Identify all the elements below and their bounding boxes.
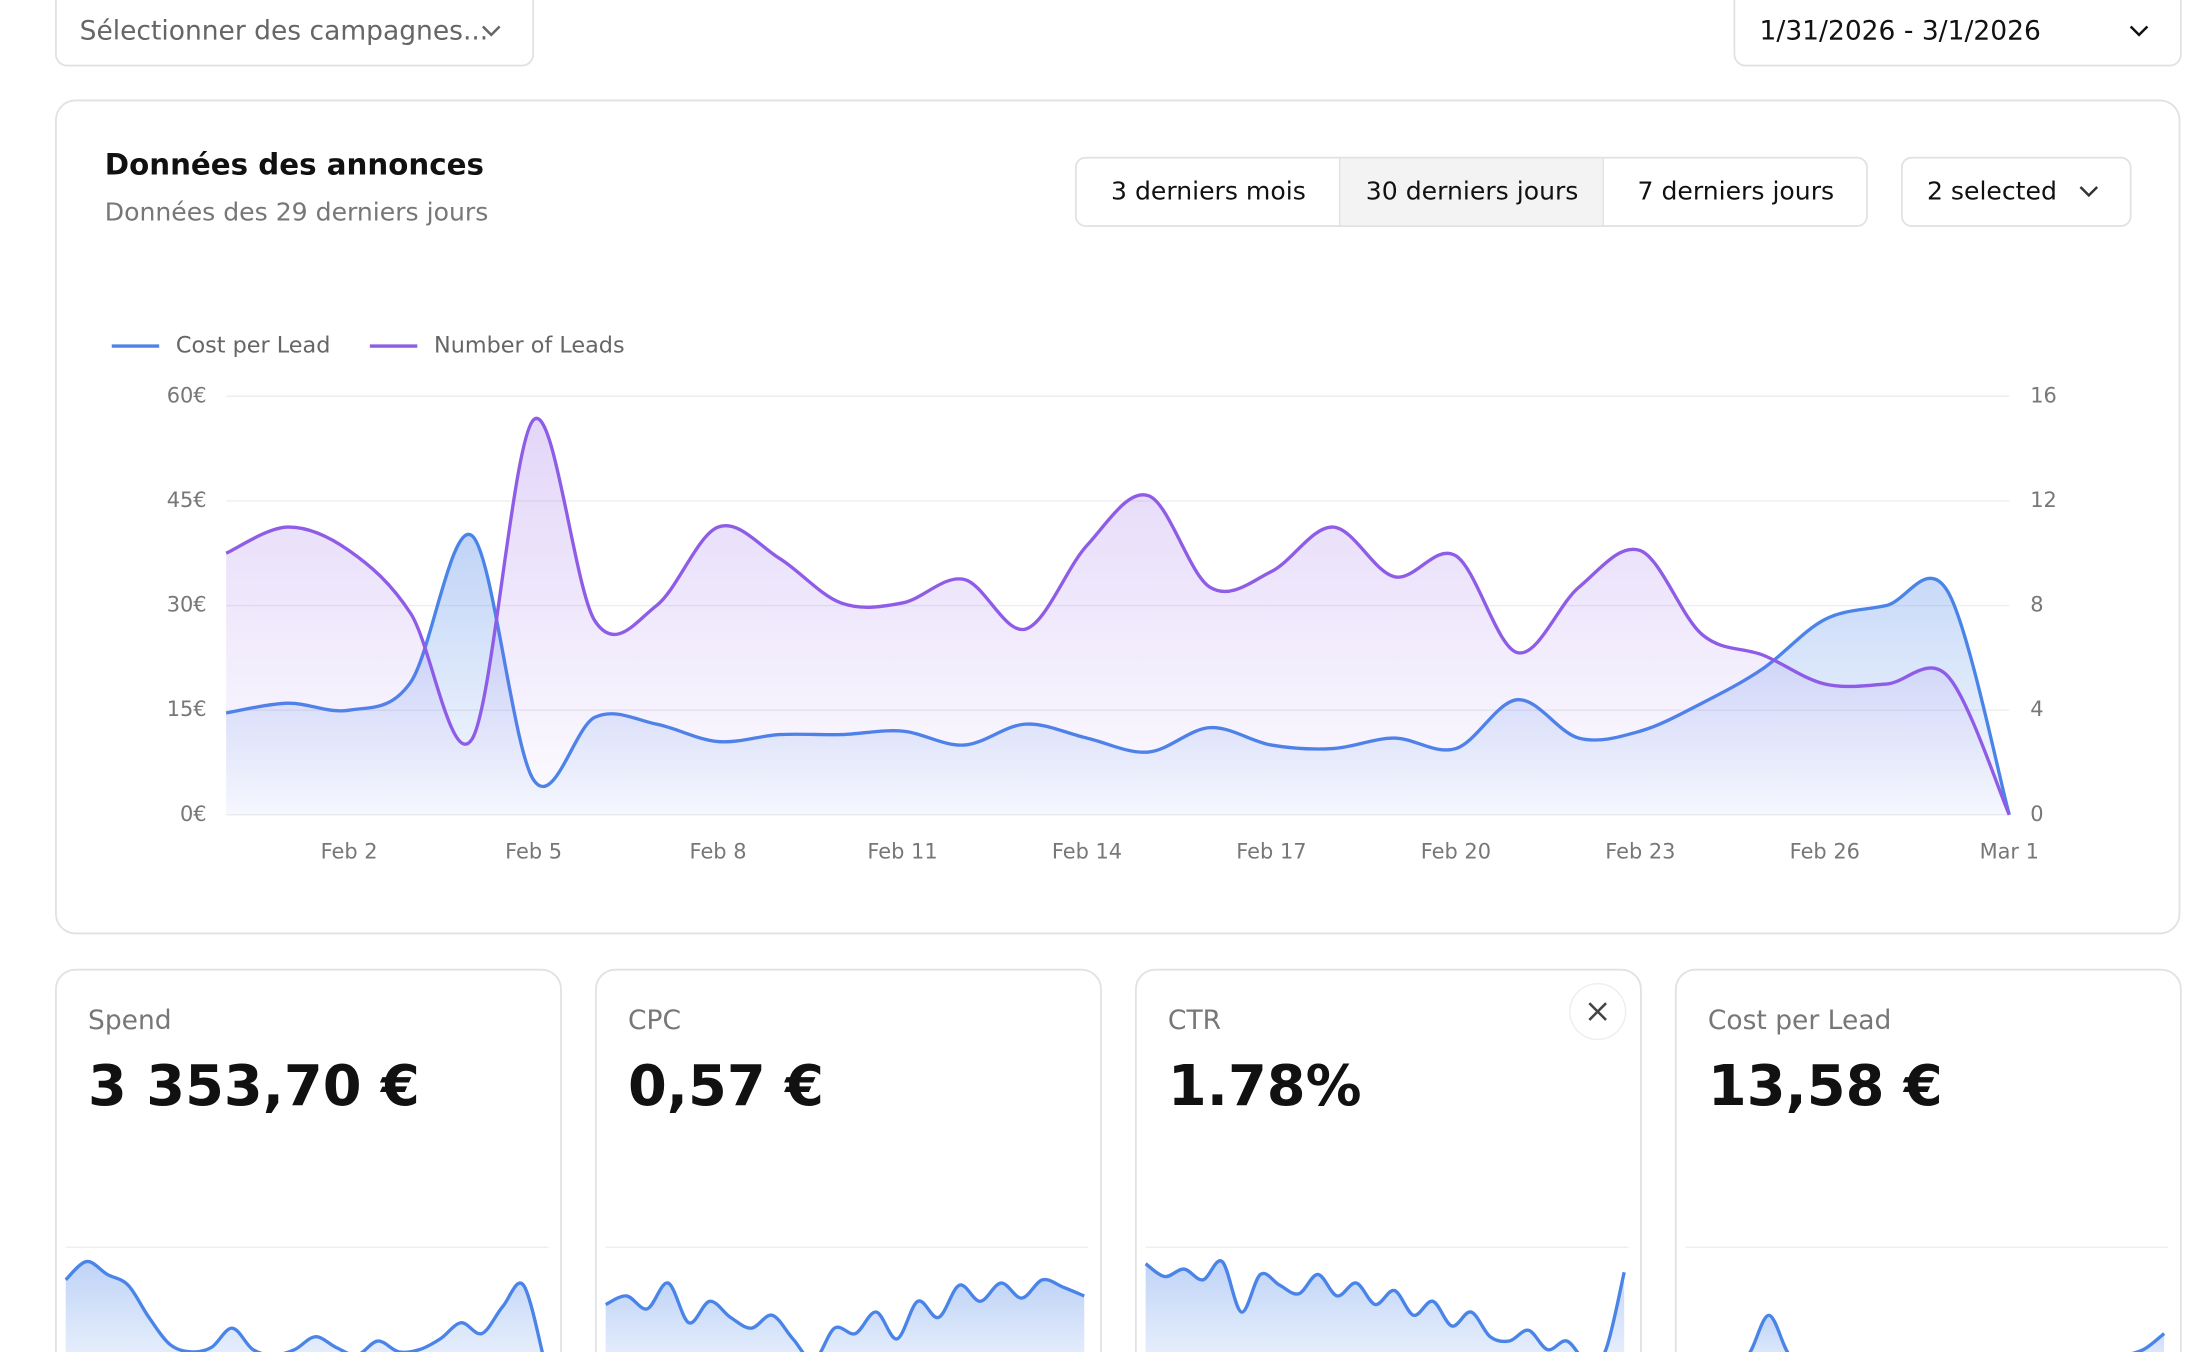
chevron[interactable] <box>2079 186 2099 198</box>
select-text[interactable]: 2 selected <box>1927 177 2057 206</box>
y2-tick-label: 8 <box>2030 593 2043 617</box>
kpi-value: 3 353,70 € <box>88 1054 420 1119</box>
range-button[interactable]: 7 derniers jours <box>1638 177 1835 206</box>
y-tick-label: 30€ <box>167 593 207 617</box>
y2-tick-label: 16 <box>2030 383 2057 407</box>
y-tick-label: 60€ <box>167 383 207 407</box>
kpi-card <box>55 968 562 1352</box>
y-tick-label: 45€ <box>167 488 207 512</box>
range-button[interactable]: 3 derniers mois <box>1111 177 1306 206</box>
kpi-label: Cost per Lead <box>1708 1005 1891 1036</box>
y2-tick-label: 0 <box>2030 802 2043 826</box>
panel-title: Données des annonces <box>105 148 484 182</box>
kpi-value: 1.78% <box>1168 1054 1362 1119</box>
x-tick-label: Feb 8 <box>690 839 747 863</box>
kpi-label: CTR <box>1168 1005 1221 1036</box>
sparkline-area <box>605 1279 1085 1352</box>
dropdown-box[interactable] <box>55 0 535 67</box>
sparkline <box>604 1277 1085 1352</box>
y2-tick-label: 12 <box>2030 488 2057 512</box>
legend-label: Number of Leads <box>434 333 625 359</box>
y-tick-label: 15€ <box>167 697 207 721</box>
line <box>225 416 2011 816</box>
x-tick-label: Mar 1 <box>1980 839 2039 863</box>
kpi-value: 0,57 € <box>628 1054 824 1119</box>
x-tick-label: Feb 5 <box>505 839 562 863</box>
kpi-label: Spend <box>88 1005 172 1036</box>
sparkline-area <box>65 1261 543 1352</box>
close-icon[interactable] <box>1588 1002 1607 1021</box>
kpi-label: CPC <box>628 1005 681 1036</box>
date-dropdown[interactable]: 1/31/2026 - 3/1/2026 <box>1733 0 2182 67</box>
content: Sélectionner des campagnes... 1/31/2026 … <box>55 0 2182 1352</box>
active-segment[interactable] <box>1339 158 1604 226</box>
metrics-select[interactable]: 2 selected <box>1900 156 2132 227</box>
range-selector: 3 derniers mois 30 derniers jours 7 dern… <box>1074 156 1868 227</box>
kpi-card <box>594 968 1102 1352</box>
x-tick-label: Feb 23 <box>1605 839 1675 863</box>
chevron[interactable] <box>2129 25 2149 37</box>
x-tick-label: Feb 17 <box>1236 839 1306 863</box>
sparkline <box>1748 1313 2166 1352</box>
dropdown-text[interactable]: Sélectionner des campagnes... <box>80 16 489 47</box>
x-tick-label: Feb 11 <box>867 839 937 863</box>
sparkline <box>64 1259 544 1352</box>
range-button[interactable]: 30 derniers jours <box>1366 177 1579 206</box>
kpi-card <box>1134 968 1642 1352</box>
panel-subtitle: Données des 29 derniers jours <box>105 197 489 226</box>
dropdown-text[interactable]: 1/31/2026 - 3/1/2026 <box>1760 16 2041 47</box>
kpi-value: 13,58 € <box>1708 1054 1943 1119</box>
kpi-card <box>1674 968 2182 1352</box>
sparkline <box>1144 1259 1626 1352</box>
x-tick-label: Feb 2 <box>321 839 378 863</box>
dropdown-box[interactable] <box>1733 0 2182 67</box>
y2-tick-label: 4 <box>2030 697 2043 721</box>
chevron[interactable] <box>481 25 501 37</box>
y-tick-label: 0€ <box>180 802 207 826</box>
legend-label: Cost per Lead <box>176 333 330 359</box>
sparkline-area <box>1145 1260 1625 1352</box>
area <box>226 418 2010 815</box>
x-tick-label: Feb 20 <box>1421 839 1491 863</box>
kpi-cards: Spend 3 353,70 € CPC 0,57 € CTR 1.78% Cost per… <box>55 968 2182 1352</box>
select-box[interactable] <box>1900 156 2132 227</box>
chart: 0€ 15€ 30€ 45€ 60€ 0 4 8 12 16 Feb 2 Feb 5 Feb 8 Feb … <box>111 333 2057 863</box>
x-tick-label: Feb 26 <box>1790 839 1860 863</box>
x-tick-label: Feb 14 <box>1052 839 1122 863</box>
campaign-dropdown[interactable]: Sélectionner des campagnes... <box>55 0 535 67</box>
